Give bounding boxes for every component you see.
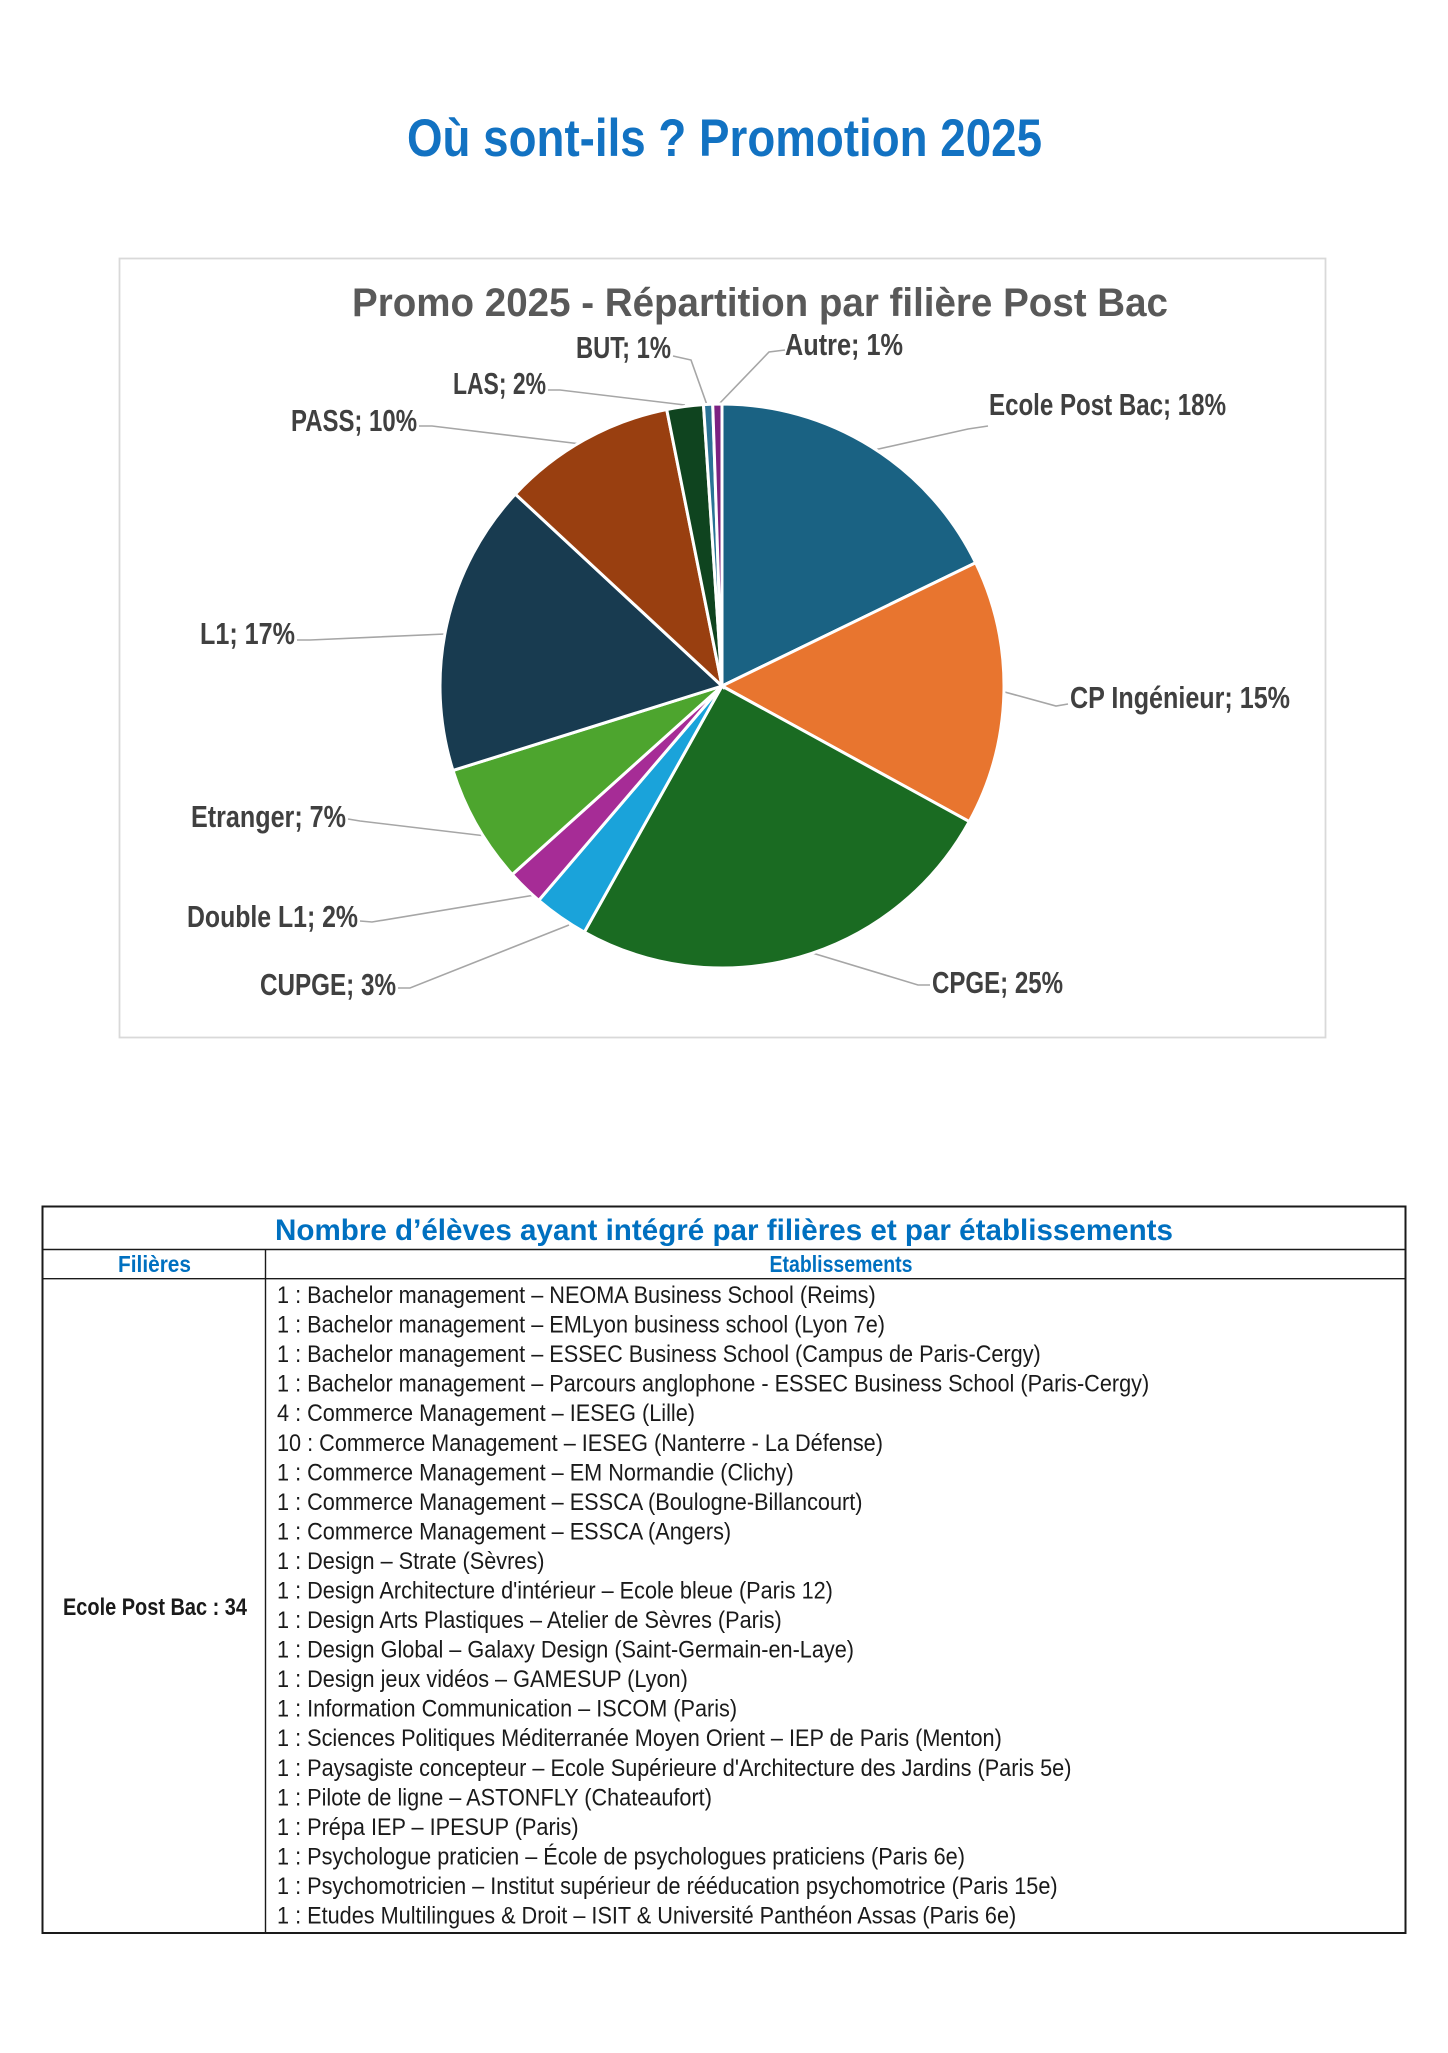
svg-text:1 : Bachelor management – ESSE: 1 : Bachelor management – ESSEC Business…	[277, 1340, 1041, 1368]
svg-text:Etablissements: Etablissements	[770, 1251, 913, 1277]
svg-text:1 : Prépa IEP – IPESUP (Paris): 1 : Prépa IEP – IPESUP (Paris)	[277, 1813, 579, 1841]
svg-text:1 : Commerce Management – ESSC: 1 : Commerce Management – ESSCA (Boulogn…	[277, 1488, 862, 1516]
svg-text:4 : Commerce Management – IESE: 4 : Commerce Management – IESEG (Lille)	[277, 1399, 695, 1427]
svg-text:LAS; 2%: LAS; 2%	[453, 366, 546, 401]
svg-text:PASS; 10%: PASS; 10%	[291, 403, 417, 438]
svg-text:1 : Commerce Management – ESSC: 1 : Commerce Management – ESSCA (Angers)	[277, 1517, 731, 1545]
svg-text:CP Ingénieur; 15%: CP Ingénieur; 15%	[1070, 680, 1290, 715]
svg-text:1 : Psychologue praticien – Éc: 1 : Psychologue praticien – École de psy…	[277, 1842, 965, 1870]
svg-text:1 : Design Arts Plastiques – A: 1 : Design Arts Plastiques – Atelier de …	[277, 1606, 782, 1634]
svg-text:1 : Sciences Politiques Médite: 1 : Sciences Politiques Méditerranée Moy…	[277, 1724, 1002, 1752]
svg-text:1 : Bachelor management – NEOM: 1 : Bachelor management – NEOMA Business…	[277, 1281, 876, 1309]
svg-text:CPGE; 25%: CPGE; 25%	[932, 965, 1063, 1000]
svg-text:1 : Design – Strate (Sèvres): 1 : Design – Strate (Sèvres)	[277, 1547, 544, 1575]
svg-text:L1; 17%: L1; 17%	[200, 616, 295, 651]
svg-text:1 : Design jeux vidéos – GAMES: 1 : Design jeux vidéos – GAMESUP (Lyon)	[277, 1665, 688, 1693]
svg-text:BUT; 1%: BUT; 1%	[576, 330, 671, 365]
svg-text:1 : Psychomotricien – Institut: 1 : Psychomotricien – Institut supérieur…	[277, 1872, 1058, 1900]
svg-text:Autre; 1%: Autre; 1%	[785, 327, 903, 362]
svg-text:Etranger; 7%: Etranger; 7%	[191, 799, 346, 834]
svg-text:Promo 2025 - Répartition par f: Promo 2025 - Répartition par filière Pos…	[352, 281, 1168, 325]
svg-text:1 : Etudes Multilingues & Droi: 1 : Etudes Multilingues & Droit – ISIT &…	[277, 1901, 1016, 1929]
svg-text:1 : Information Communication: 1 : Information Communication – ISCOM (P…	[277, 1694, 737, 1722]
svg-text:1 : Design Architecture d'inté: 1 : Design Architecture d'intérieur – Ec…	[277, 1576, 833, 1604]
svg-text:1 : Bachelor management – Parc: 1 : Bachelor management – Parcours anglo…	[277, 1369, 1149, 1397]
svg-text:Filières: Filières	[118, 1251, 191, 1277]
svg-text:Ecole Post Bac : 34: Ecole Post Bac : 34	[63, 1594, 247, 1621]
svg-text:1 : Pilote de ligne – ASTONFLY: 1 : Pilote de ligne – ASTONFLY (Chateauf…	[277, 1783, 712, 1811]
svg-text:1 : Design Global – Galaxy Des: 1 : Design Global – Galaxy Design (Saint…	[277, 1635, 854, 1663]
svg-text:Où sont-ils ? Promotion 2025: Où sont-ils ? Promotion 2025	[407, 109, 1042, 168]
svg-text:Nombre d’élèves ayant intégré: Nombre d’élèves ayant intégré par filièr…	[275, 1214, 1173, 1247]
svg-text:10 : Commerce Management – IES: 10 : Commerce Management – IESEG (Nanter…	[277, 1429, 883, 1457]
svg-text:1 : Commerce Management – EM N: 1 : Commerce Management – EM Normandie (…	[277, 1458, 794, 1486]
svg-text:1 : Bachelor management – EMLy: 1 : Bachelor management – EMLyon busines…	[277, 1310, 885, 1338]
svg-text:CUPGE; 3%: CUPGE; 3%	[260, 967, 396, 1002]
svg-text:1 : Paysagiste concepteur – Ec: 1 : Paysagiste concepteur – Ecole Supéri…	[277, 1754, 1071, 1782]
svg-text:Ecole Post Bac; 18%: Ecole Post Bac; 18%	[989, 387, 1226, 422]
svg-text:Double L1; 2%: Double L1; 2%	[187, 899, 358, 934]
